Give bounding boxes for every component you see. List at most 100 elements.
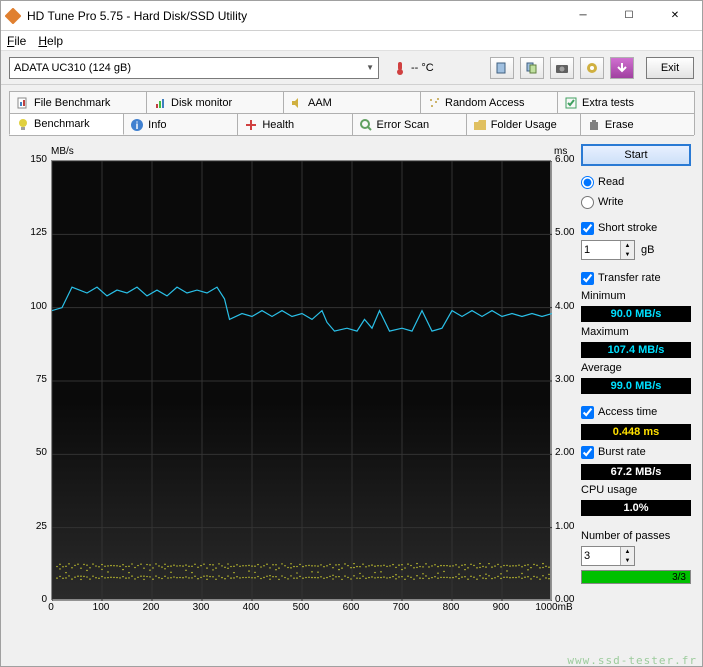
exit-button[interactable]: Exit (646, 57, 694, 79)
cpu-value: 1.0% (581, 500, 691, 516)
random-icon (427, 96, 441, 110)
start-button[interactable]: Start (581, 144, 691, 166)
burst-rate-check[interactable]: Burst rate (581, 444, 691, 460)
thermometer-icon (393, 61, 407, 75)
tab-label: Extra tests (582, 97, 634, 109)
drive-select[interactable]: ADATA UC310 (124 gB) ▼ (9, 57, 379, 79)
speaker-icon (290, 96, 304, 110)
info-icon: i (130, 118, 144, 132)
content-area: MB/s ms 0255075100125150 0.001.002.003.0… (1, 136, 702, 666)
tab-label: Benchmark (34, 118, 90, 130)
short-stroke-label: Short stroke (598, 222, 657, 234)
gear-icon (585, 61, 599, 75)
bulb-icon (16, 117, 30, 131)
tab-label: Info (148, 119, 166, 131)
maximize-button[interactable]: ☐ (606, 1, 652, 31)
avg-label: Average (581, 362, 691, 374)
x-tick: 800 (436, 602, 466, 613)
temperature-value: -- °C (411, 62, 434, 74)
tab-info[interactable]: i Info (123, 113, 238, 135)
read-radio-input[interactable] (581, 176, 594, 189)
spin-down[interactable]: ▼ (620, 556, 634, 565)
tab-file-benchmark[interactable]: File Benchmark (9, 91, 147, 113)
progress-bar: 3/3 (581, 570, 691, 584)
short-stroke-num: 1 (584, 244, 590, 256)
tab-container: File Benchmark Disk monitor AAM Random A… (1, 85, 702, 136)
tab-label: Disk monitor (171, 97, 232, 109)
menu-help[interactable]: Help (38, 34, 63, 48)
y2-tick: 3.00 (555, 374, 585, 385)
spin-down[interactable]: ▼ (620, 250, 634, 259)
y2-tick: 4.00 (555, 301, 585, 312)
min-label: Minimum (581, 290, 691, 302)
y-tick: 125 (17, 227, 47, 238)
scan-icon (359, 118, 373, 132)
close-button[interactable]: ✕ (652, 1, 698, 31)
access-time-input[interactable] (581, 406, 594, 419)
short-stroke-check[interactable]: Short stroke (581, 220, 691, 236)
toolbar: ADATA UC310 (124 gB) ▼ -- °C Exit (1, 51, 702, 85)
tab-error-scan[interactable]: Error Scan (352, 113, 467, 135)
y-tick: 100 (17, 301, 47, 312)
svg-text:i: i (136, 121, 139, 132)
window-buttons: ─ ☐ ✕ (560, 1, 698, 31)
y-tick: 25 (17, 521, 47, 532)
menu-file[interactable]: File (7, 34, 26, 48)
drive-select-value: ADATA UC310 (124 gB) (14, 62, 131, 74)
tab-benchmark[interactable]: Benchmark (9, 113, 124, 135)
tab-row-top: File Benchmark Disk monitor AAM Random A… (9, 91, 694, 113)
read-radio[interactable]: Read (581, 174, 691, 190)
temperature: -- °C (393, 61, 434, 75)
tab-erase[interactable]: Erase (580, 113, 695, 135)
max-label: Maximum (581, 326, 691, 338)
tab-label: Random Access (445, 97, 524, 109)
y2-tick: 5.00 (555, 227, 585, 238)
access-time-check[interactable]: Access time (581, 404, 691, 420)
min-value: 90.0 MB/s (581, 306, 691, 322)
passes-value[interactable]: 3▲▼ (581, 546, 635, 566)
copy-info-button[interactable] (490, 57, 514, 79)
tab-label: File Benchmark (34, 97, 110, 109)
transfer-rate-label: Transfer rate (598, 272, 661, 284)
erase-icon (587, 118, 601, 132)
health-icon (244, 118, 258, 132)
x-tick: 300 (186, 602, 216, 613)
camera-icon (555, 61, 569, 75)
screenshot-button[interactable] (550, 57, 574, 79)
burst-label: Burst rate (598, 446, 646, 458)
y2-tick: 1.00 (555, 521, 585, 532)
tab-random-access[interactable]: Random Access (420, 91, 558, 113)
y-axis-label: MB/s (51, 146, 74, 157)
transfer-rate-input[interactable] (581, 272, 594, 285)
spin-up[interactable]: ▲ (620, 241, 634, 250)
tab-folder-usage[interactable]: Folder Usage (466, 113, 581, 135)
short-stroke-value[interactable]: 1 ▲▼ (581, 240, 635, 260)
tab-aam[interactable]: AAM (283, 91, 421, 113)
tab-extra-tests[interactable]: Extra tests (557, 91, 695, 113)
extra-icon (564, 96, 578, 110)
save-button[interactable] (610, 57, 634, 79)
chart-panel: MB/s ms 0255075100125150 0.001.002.003.0… (9, 144, 573, 634)
options-button[interactable] (580, 57, 604, 79)
tab-health[interactable]: Health (237, 113, 352, 135)
tab-label: AAM (308, 97, 332, 109)
cpu-label: CPU usage (581, 484, 691, 496)
dropdown-caret-icon: ▼ (366, 63, 374, 72)
read-label: Read (598, 176, 624, 188)
write-radio[interactable]: Write (581, 194, 691, 210)
tab-disk-monitor[interactable]: Disk monitor (146, 91, 284, 113)
write-radio-input[interactable] (581, 196, 594, 209)
x-axis-max-label: 1000mB (531, 602, 577, 613)
chart-svg (52, 161, 552, 601)
copy-icon (495, 61, 509, 75)
spin-up[interactable]: ▲ (620, 547, 634, 556)
monitor-icon (153, 96, 167, 110)
progress-text: 3/3 (582, 572, 690, 583)
save-icon (615, 61, 629, 75)
access-value: 0.448 ms (581, 424, 691, 440)
transfer-rate-check[interactable]: Transfer rate (581, 270, 691, 286)
minimize-button[interactable]: ─ (560, 1, 606, 31)
copy-screenshot-button[interactable] (520, 57, 544, 79)
max-value: 107.4 MB/s (581, 342, 691, 358)
x-tick: 700 (386, 602, 416, 613)
